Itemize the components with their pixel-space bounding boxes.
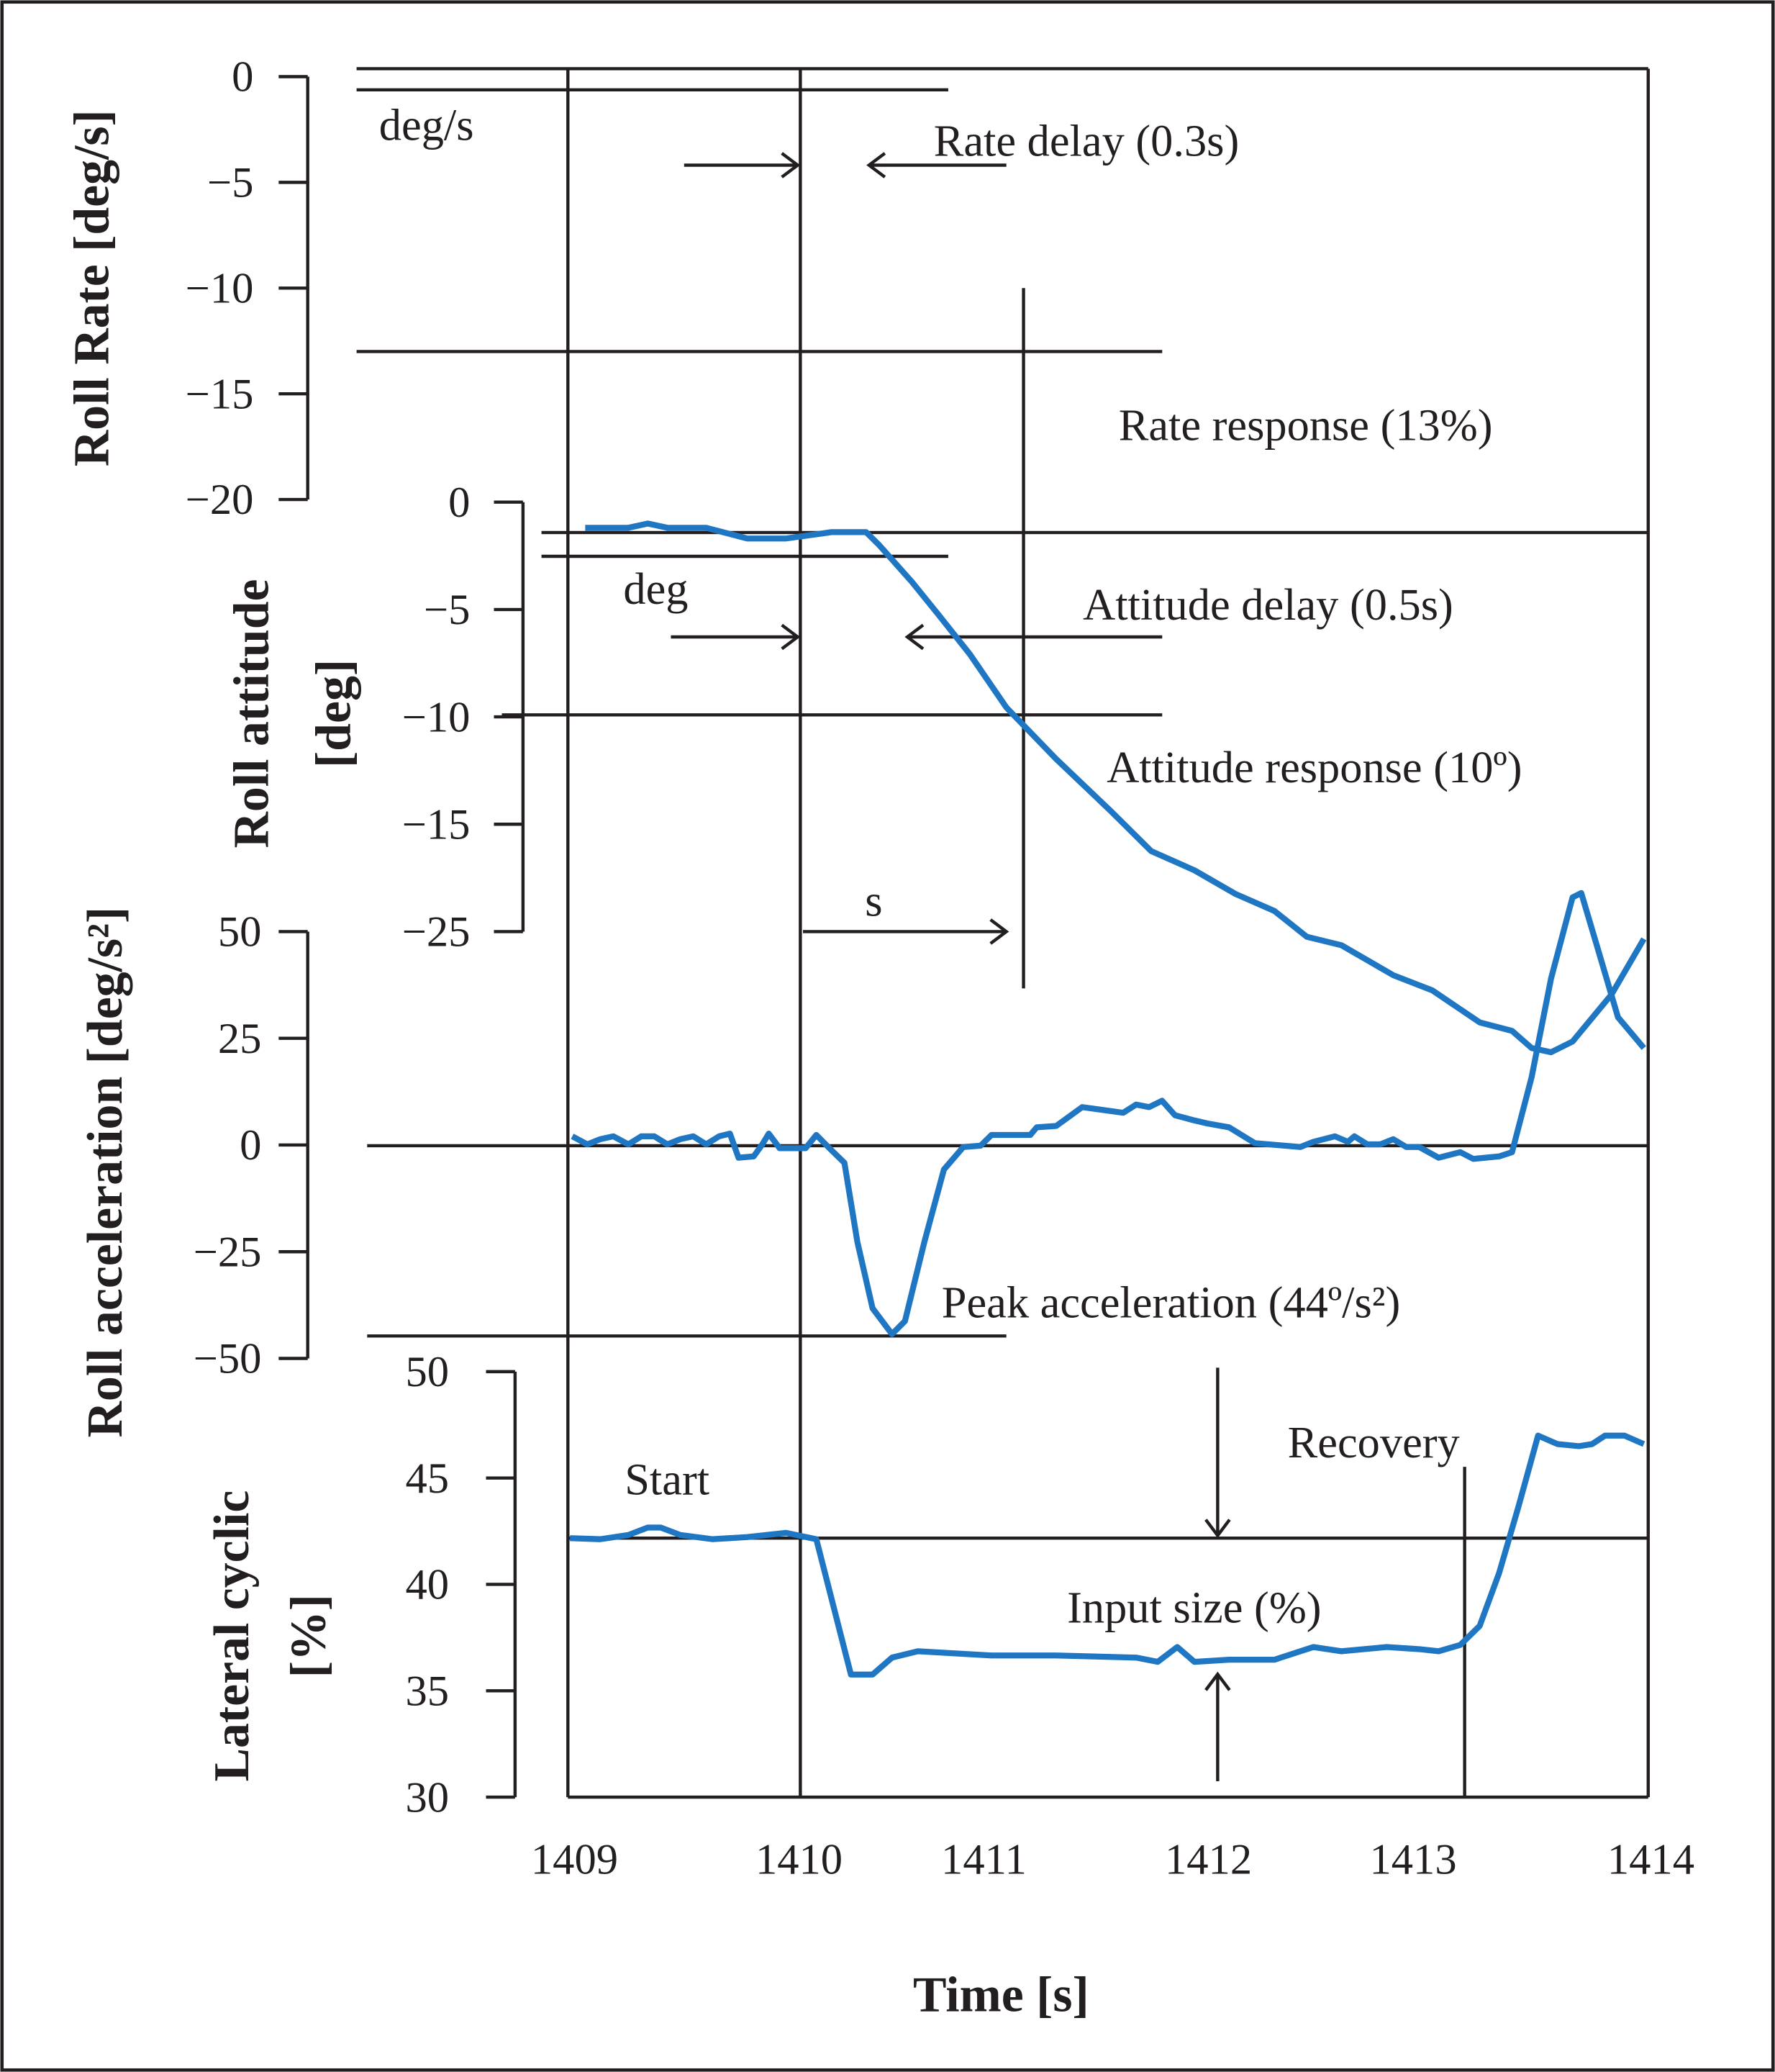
y-axis-title-lateral-cyclic: Lateral cyclic <box>204 1490 260 1782</box>
y-axis-title-roll-attitude-unit: [deg] <box>306 659 361 768</box>
annotation-deg: deg <box>623 564 688 614</box>
y-tick-label: 45 <box>406 1455 450 1503</box>
annotation-start: Start <box>625 1455 709 1505</box>
y-axis-title-lateral-cyclic-unit: [%] <box>281 1594 337 1678</box>
x-tick-label: 1414 <box>1607 1836 1694 1884</box>
x-tick-label: 1413 <box>1369 1836 1456 1884</box>
x-tick-label: 1409 <box>531 1836 618 1884</box>
arrow-left-icon <box>866 152 1007 178</box>
y-tick-label: 0 <box>232 53 253 101</box>
y-tick-label: 0 <box>448 479 470 527</box>
y-tick-label: 50 <box>218 908 262 956</box>
x-axis-title: Time [s] <box>913 1968 1089 2023</box>
y-axis-title-roll-rate: Roll Rate [deg/s] <box>65 109 120 466</box>
arrow-right-icon <box>671 623 801 651</box>
y-tick-label: 25 <box>218 1015 262 1063</box>
y-tick-label: −15 <box>186 370 254 418</box>
y-axes: 0 −5 −10 −15 −20 0 −5 −10 −15 −25 50 25 0 −25 −50 50 45 4… <box>186 53 525 1822</box>
annotation-deg-s: deg/s <box>379 101 474 150</box>
x-tick-label: 1412 <box>1165 1836 1252 1884</box>
series-line-panel-2 <box>571 890 1646 1337</box>
y-tick-label: −5 <box>424 586 470 634</box>
y-tick-label: 40 <box>406 1561 450 1609</box>
y-tick-label: 50 <box>406 1348 450 1396</box>
annotation-rate-response: Rate response (13%) <box>1119 400 1493 450</box>
y-tick-label: −50 <box>194 1335 262 1383</box>
annotation-peak-acceleration: Peak acceleration (44º/s²) <box>942 1278 1400 1328</box>
y-axis-title-roll-acceleration: Roll acceleration [deg/s²] <box>78 907 133 1438</box>
annotation-rate-delay: Rate delay (0.3s) <box>934 117 1240 166</box>
annotation-attitude-delay: Attitude delay (0.5s) <box>1083 580 1453 630</box>
series-line-panel-3 <box>570 1432 1645 1678</box>
arrow-right-icon <box>684 152 801 178</box>
y-tick-label: −10 <box>186 264 254 312</box>
y-axis-title-roll-attitude: Roll attitude <box>224 579 280 849</box>
y-tick-label: −15 <box>402 800 471 849</box>
x-ticks: 1409 1410 1411 1412 1413 1414 <box>531 1836 1694 1884</box>
series-group <box>570 520 1647 1678</box>
arrow-left-icon <box>904 623 1163 651</box>
arrow-up-icon <box>1204 1671 1231 1782</box>
y-tick-label: −25 <box>402 908 471 956</box>
series-line-panel-1 <box>585 520 1647 1056</box>
y-tick-label: 30 <box>406 1773 450 1822</box>
x-tick-label: 1411 <box>941 1836 1027 1884</box>
y-tick-label: 35 <box>406 1667 450 1715</box>
y-tick-label: −5 <box>207 159 253 207</box>
annotation-attitude-response: Attitude response (10º) <box>1107 743 1522 792</box>
x-tick-label: 1410 <box>755 1836 843 1884</box>
arrow-down-icon <box>1204 1367 1231 1539</box>
arrows <box>671 152 1231 1782</box>
annotation-input-size: Input size (%) <box>1067 1583 1321 1633</box>
y-tick-label: 0 <box>240 1121 261 1170</box>
annotation-s: s <box>865 876 882 926</box>
y-tick-label: −10 <box>402 693 471 741</box>
annotation-recovery: Recovery <box>1288 1418 1460 1467</box>
arrow-right-icon <box>803 918 1009 945</box>
y-tick-label: −25 <box>194 1228 262 1276</box>
y-tick-label: −20 <box>186 476 254 524</box>
